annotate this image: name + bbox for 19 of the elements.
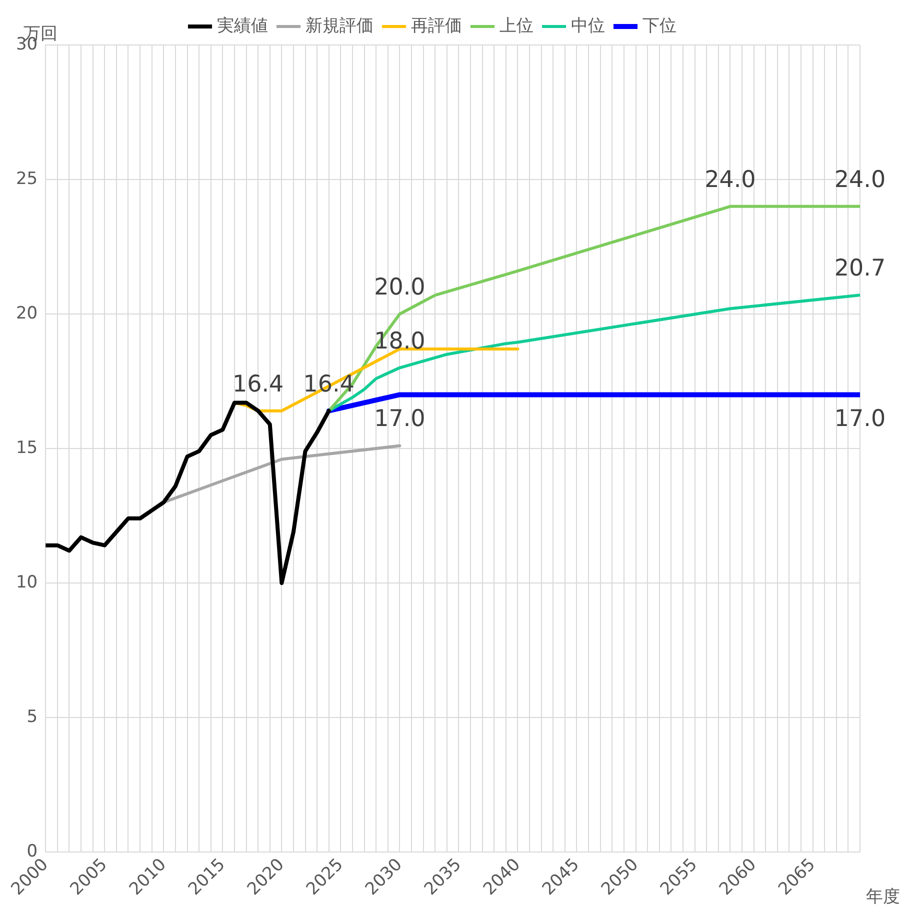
annotation: 20.7 [834,256,886,282]
annotation: 24.0 [834,166,886,193]
annotation: 24.0 [704,166,756,193]
legend-label: 新規評価 [306,16,374,36]
legend-label: 実績値 [217,16,268,36]
annotation: 17.0 [374,406,426,432]
y-tick-label: 20 [16,303,38,324]
x-axis-title: 年度 [866,886,900,907]
y-tick-label: 5 [26,706,38,727]
y-tick-label: 15 [16,438,38,458]
legend-label: 下位 [642,16,676,36]
annotation: 16.4 [232,371,284,398]
legend-label: 上位 [500,16,534,36]
annotation: 20.0 [374,274,426,300]
y-tick-label: 25 [16,168,38,189]
annotation: 17.0 [834,406,886,432]
legend-label: 再評価 [411,16,462,36]
legend-label: 中位 [571,16,605,36]
y-tick-label: 10 [16,572,38,592]
